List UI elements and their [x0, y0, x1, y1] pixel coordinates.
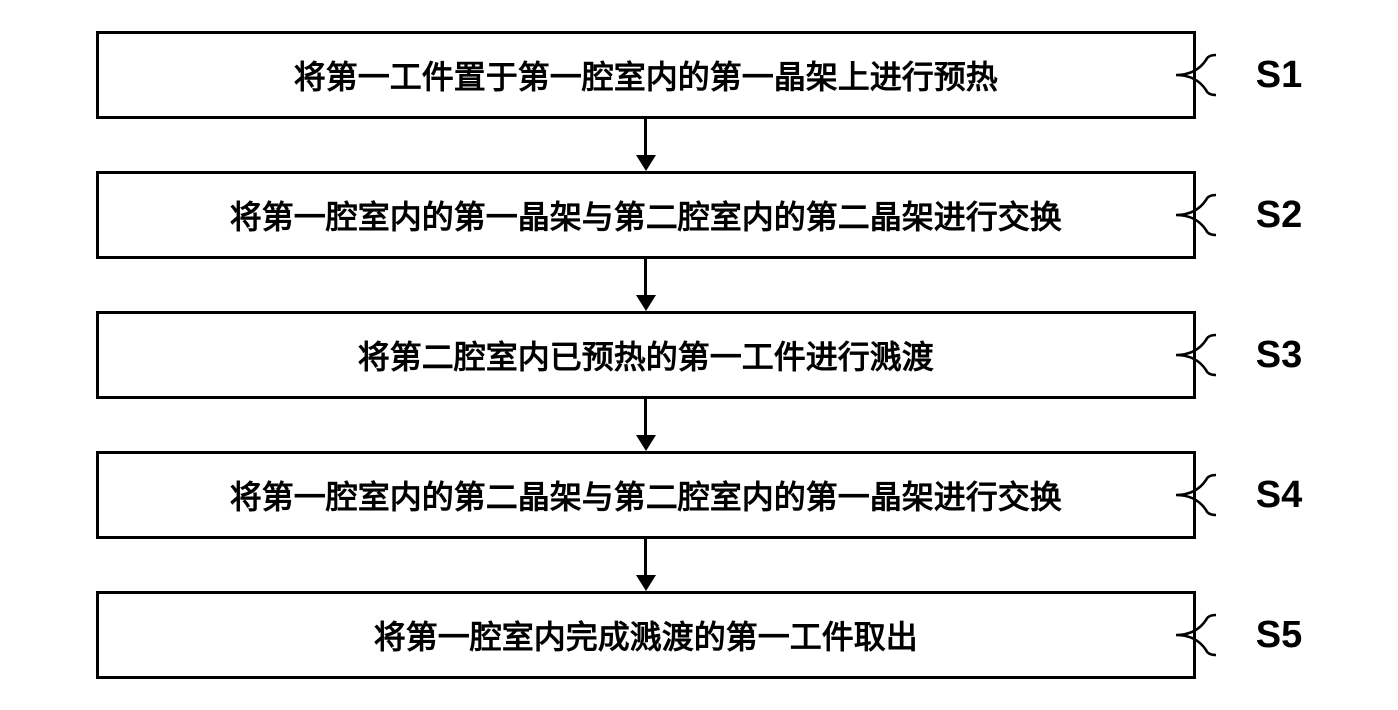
label-connector — [1176, 180, 1216, 250]
label-connector — [1176, 320, 1216, 390]
label-connector — [1176, 460, 1216, 530]
arrow-down-icon — [636, 259, 656, 311]
label-connector — [1176, 600, 1216, 670]
arrow-down-icon — [636, 539, 656, 591]
step-label-s3: S3 — [1256, 334, 1302, 377]
step-box-s5: 将第一腔室内完成溅渡的第一工件取出 — [96, 591, 1196, 679]
step-label-s5: S5 — [1256, 614, 1302, 657]
step-row-s1: 将第一工件置于第一腔室内的第一晶架上进行预热 S1 — [96, 31, 1302, 119]
step-row-s5: 将第一腔室内完成溅渡的第一工件取出 S5 — [96, 591, 1302, 679]
step-label-s2: S2 — [1256, 194, 1302, 237]
step-text: 将第一腔室内的第二晶架与第二腔室内的第一晶架进行交换 — [230, 479, 1062, 515]
step-label-s1: S1 — [1256, 54, 1302, 97]
step-row-s4: 将第一腔室内的第二晶架与第二腔室内的第一晶架进行交换 S4 — [96, 451, 1302, 539]
arrow-down-icon — [636, 399, 656, 451]
step-text: 将第一腔室内的第一晶架与第二腔室内的第二晶架进行交换 — [230, 199, 1062, 235]
step-box-s2: 将第一腔室内的第一晶架与第二腔室内的第二晶架进行交换 — [96, 171, 1196, 259]
connector-4 — [96, 539, 1302, 591]
flowchart-container: 将第一工件置于第一腔室内的第一晶架上进行预热 S1 将第一腔室内的第一晶架与第二… — [56, 11, 1342, 699]
step-row-s2: 将第一腔室内的第一晶架与第二腔室内的第二晶架进行交换 S2 — [96, 171, 1302, 259]
step-text: 将第二腔室内已预热的第一工件进行溅渡 — [358, 339, 934, 375]
step-box-s1: 将第一工件置于第一腔室内的第一晶架上进行预热 — [96, 31, 1196, 119]
step-text: 将第一腔室内完成溅渡的第一工件取出 — [374, 619, 918, 655]
label-connector — [1176, 40, 1216, 110]
step-text: 将第一工件置于第一腔室内的第一晶架上进行预热 — [294, 59, 998, 95]
connector-2 — [96, 259, 1302, 311]
arrow-down-icon — [636, 119, 656, 171]
step-label-s4: S4 — [1256, 474, 1302, 517]
step-row-s3: 将第二腔室内已预热的第一工件进行溅渡 S3 — [96, 311, 1302, 399]
connector-1 — [96, 119, 1302, 171]
step-box-s3: 将第二腔室内已预热的第一工件进行溅渡 — [96, 311, 1196, 399]
step-box-s4: 将第一腔室内的第二晶架与第二腔室内的第一晶架进行交换 — [96, 451, 1196, 539]
connector-3 — [96, 399, 1302, 451]
